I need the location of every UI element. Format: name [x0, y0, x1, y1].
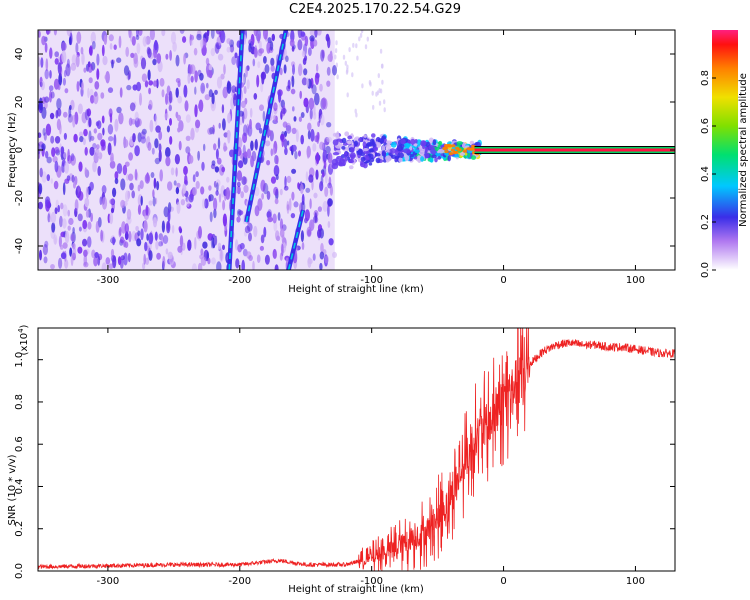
snr-x-tick-label: -100	[360, 576, 383, 587]
spectrogram-x-tick-label: -100	[360, 275, 383, 286]
colorbar-label: Normalized spectral amplitude	[738, 73, 749, 227]
spectrogram-x-tick-label: 0	[500, 275, 506, 286]
signal-trace-3	[286, 209, 306, 270]
colorbar-tick-label: 0.0	[700, 262, 711, 278]
colorbar-tick-label: 0.4	[700, 166, 711, 182]
snr-y-tick-label: 0.2	[14, 521, 25, 537]
spectrogram-x-tick-label: -200	[228, 275, 251, 286]
signal-trace-2	[244, 30, 289, 223]
snr-y-tick-label: 1.0	[14, 352, 25, 368]
colorbar-tick-label: 0.6	[700, 118, 711, 134]
spectrogram-y-tick-label: 40	[14, 48, 25, 61]
snr-x-tick-label: 100	[626, 576, 645, 587]
colorbar-tick-label: 0.8	[700, 70, 711, 86]
spectrogram-x-tick-label: 100	[626, 275, 645, 286]
snr-x-tick-label: -300	[97, 576, 120, 587]
spectrogram-y-tick-label: 20	[14, 96, 25, 109]
spectrogram-y-tick-label: -40	[14, 238, 25, 254]
snr-x-tick-label: 0	[500, 576, 506, 587]
snr-y-tick-label: 0.6	[14, 436, 25, 452]
snr-x-axis-label: Height of straight line (km)	[288, 584, 424, 595]
snr-panel: -300 -200 -100 0 100 0.0 0.2 0.4 0.6 0.8 1.0 Heigh…	[7, 324, 676, 595]
noise-region	[38, 30, 386, 270]
snr-series-line	[38, 328, 675, 571]
snr-y-tick-label: 0.4	[14, 479, 25, 495]
snr-y-multiplier: (x104)	[17, 324, 30, 355]
snr-y-tick-label: 0.8	[14, 394, 25, 410]
colorbar-tick-label: 0.2	[700, 214, 711, 230]
spectrogram-y-tick-label: -20	[14, 190, 25, 206]
signal-trace-1	[226, 30, 245, 270]
chart-title: C2E4.2025.170.22.54.G29	[288, 2, 462, 17]
doppler-band	[331, 131, 486, 170]
colorbar: 0.0 0.2 0.4 0.6 0.8 Normalized spectral ampl…	[700, 30, 749, 278]
spectrogram-y-axis-label: Frequency (Hz)	[7, 112, 18, 188]
spectrogram-x-axis-label: Height of straight line (km)	[288, 284, 424, 295]
snr-y-tick-label: 0.0	[14, 563, 25, 579]
snr-y-axis-label: SNR (10 * v/v)	[7, 454, 18, 525]
colorbar-gradient	[712, 30, 738, 270]
spectrogram-x-tick-label: -300	[97, 275, 120, 286]
carrier-tone-line	[474, 146, 675, 154]
snr-x-tick-label: -200	[228, 576, 251, 587]
snr-frame	[37, 327, 676, 572]
spectrogram-y-tick-label: 0	[14, 147, 25, 153]
